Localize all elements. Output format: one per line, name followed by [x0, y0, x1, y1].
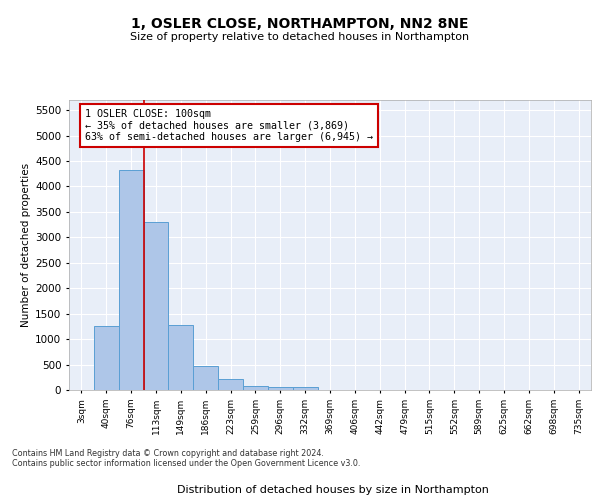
Text: 1, OSLER CLOSE, NORTHAMPTON, NN2 8NE: 1, OSLER CLOSE, NORTHAMPTON, NN2 8NE	[131, 18, 469, 32]
Bar	[119, 170, 143, 390]
Bar	[169, 325, 193, 390]
Text: Size of property relative to detached houses in Northampton: Size of property relative to detached ho…	[130, 32, 470, 42]
Bar	[218, 379, 243, 390]
Bar	[293, 388, 317, 390]
Bar	[94, 326, 119, 390]
Bar	[193, 366, 218, 390]
Y-axis label: Number of detached properties: Number of detached properties	[21, 163, 31, 327]
Text: Contains public sector information licensed under the Open Government Licence v3: Contains public sector information licen…	[12, 458, 361, 468]
Text: Contains HM Land Registry data © Crown copyright and database right 2024.: Contains HM Land Registry data © Crown c…	[12, 448, 324, 458]
Text: Distribution of detached houses by size in Northampton: Distribution of detached houses by size …	[177, 485, 489, 495]
Text: 1 OSLER CLOSE: 100sqm
← 35% of detached houses are smaller (3,869)
63% of semi-d: 1 OSLER CLOSE: 100sqm ← 35% of detached …	[85, 108, 373, 142]
Bar	[268, 387, 293, 390]
Bar	[143, 222, 169, 390]
Bar	[243, 386, 268, 390]
